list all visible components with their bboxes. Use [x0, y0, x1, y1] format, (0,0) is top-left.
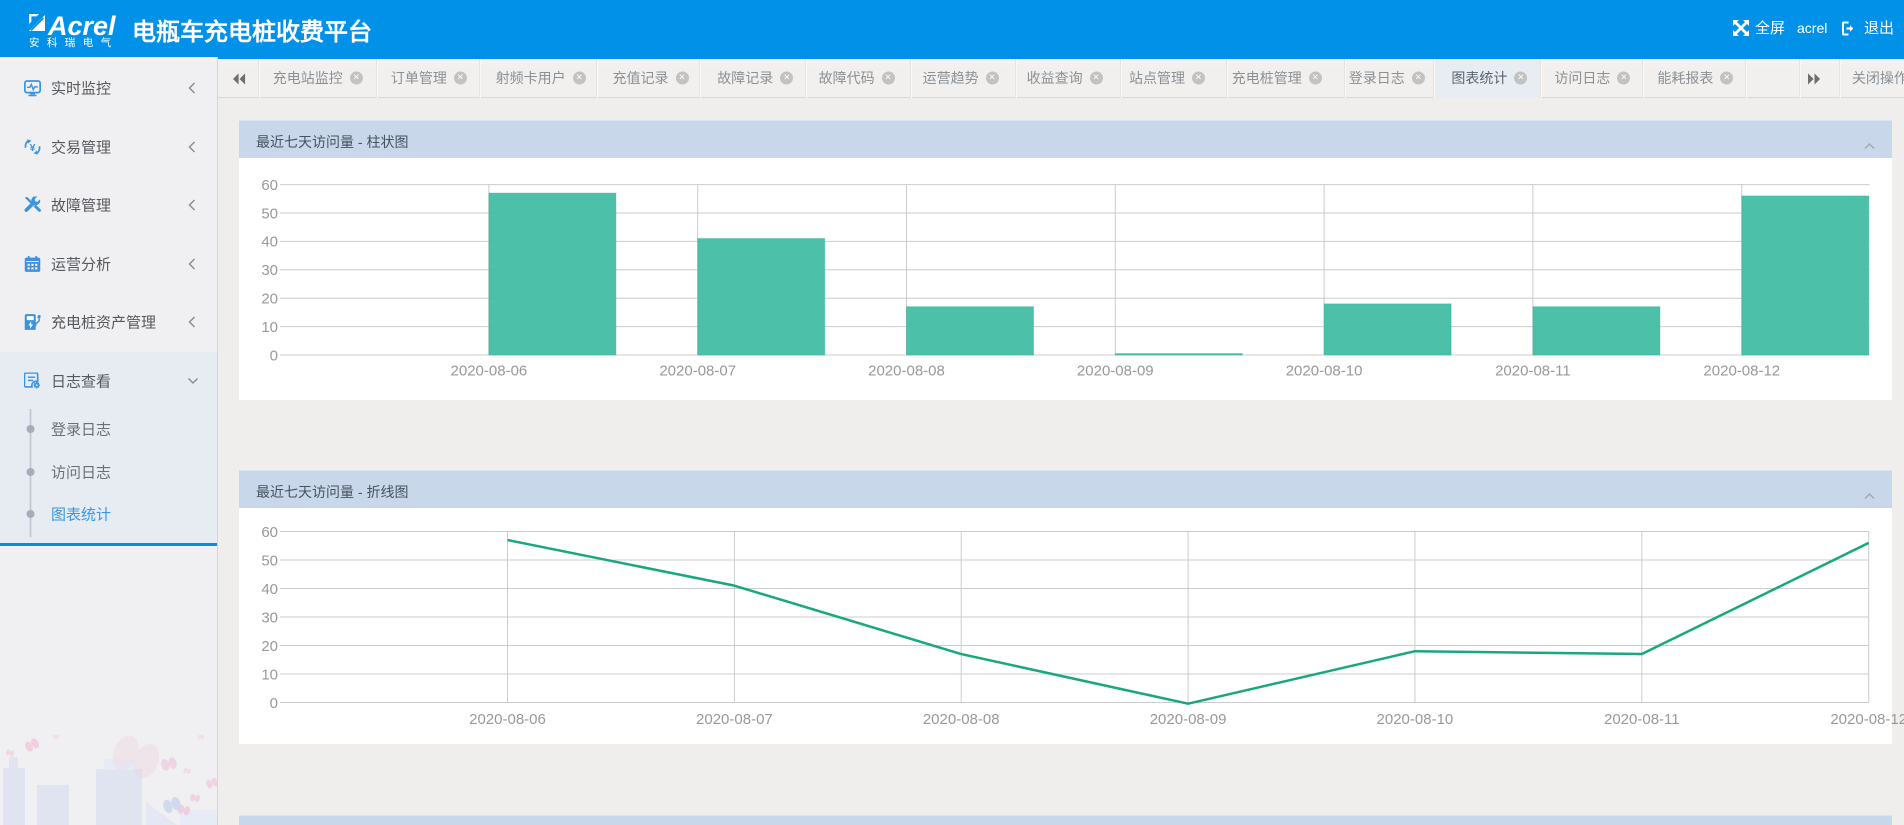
svg-text:2020-08-08: 2020-08-08	[923, 711, 1000, 728]
svg-text:40: 40	[261, 581, 278, 598]
svg-text:30: 30	[261, 609, 278, 626]
svg-text:20: 20	[261, 291, 278, 308]
svg-text:0: 0	[270, 695, 278, 712]
svg-text:50: 50	[261, 205, 278, 222]
svg-text:2020-08-10: 2020-08-10	[1286, 363, 1363, 380]
svg-text:20: 20	[261, 638, 278, 655]
svg-text:¥: ¥	[30, 142, 36, 153]
svg-text:2020-08-12: 2020-08-12	[1703, 363, 1780, 380]
svg-text:2020-08-10: 2020-08-10	[1377, 711, 1454, 728]
svg-text:2020-08-11: 2020-08-11	[1495, 363, 1571, 380]
svg-text:30: 30	[261, 262, 278, 279]
svg-text:2020-08-08: 2020-08-08	[868, 363, 945, 380]
svg-text:60: 60	[261, 524, 278, 541]
svg-text:2020-08-06: 2020-08-06	[469, 711, 546, 728]
svg-text:10: 10	[261, 666, 278, 683]
svg-text:10: 10	[261, 319, 278, 336]
svg-text:60: 60	[261, 177, 278, 194]
svg-text:2020-08-07: 2020-08-07	[696, 711, 773, 728]
svg-text:0: 0	[270, 347, 278, 364]
svg-text:2020-08-06: 2020-08-06	[451, 363, 528, 380]
svg-text:2020-08-12: 2020-08-12	[1830, 711, 1904, 728]
svg-text:2020-08-07: 2020-08-07	[659, 363, 736, 380]
svg-text:2020-08-11: 2020-08-11	[1604, 711, 1680, 728]
svg-text:2020-08-09: 2020-08-09	[1150, 711, 1227, 728]
svg-text:2020-08-09: 2020-08-09	[1077, 363, 1154, 380]
svg-text:40: 40	[261, 234, 278, 251]
svg-text:50: 50	[261, 552, 278, 569]
